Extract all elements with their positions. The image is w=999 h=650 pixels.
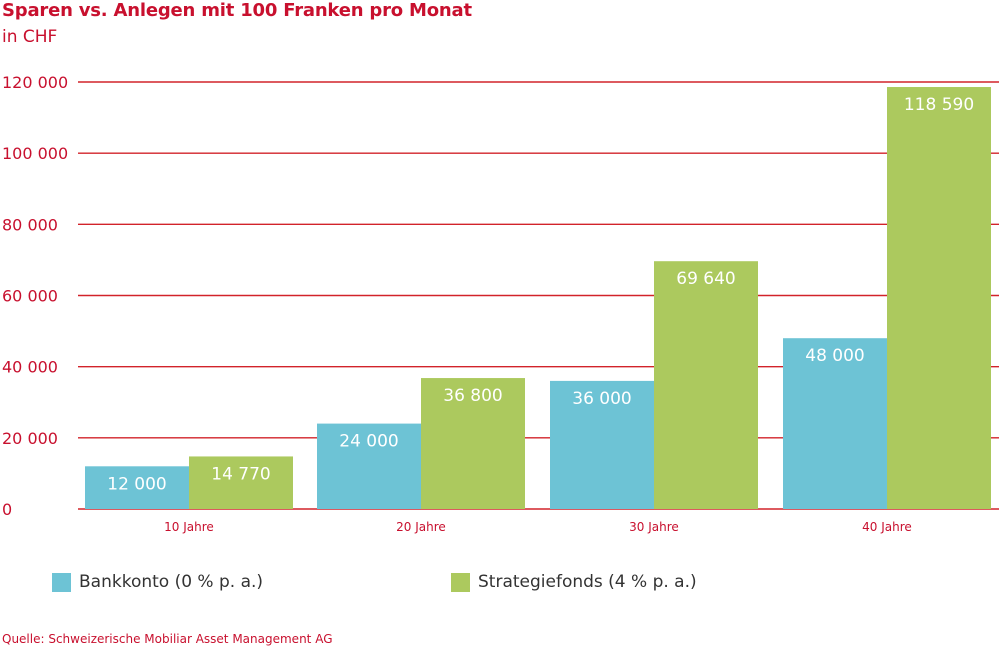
bar-value-label: 48 000 xyxy=(805,346,864,366)
bar-value-label: 14 770 xyxy=(211,464,270,484)
bar-value-label: 36 800 xyxy=(443,386,502,406)
legend-swatch-strategiefonds xyxy=(451,572,470,592)
x-tick-label: 30 Jahre xyxy=(629,520,679,534)
legend-swatch-bankkonto xyxy=(52,572,71,592)
bar-value-label: 69 640 xyxy=(676,269,735,289)
legend-item-strategiefonds: Strategiefonds (4 % p. a.) xyxy=(451,572,697,592)
source-note: Quelle: Schweizerische Mobiliar Asset Ma… xyxy=(2,632,333,646)
y-tick-label: 120 000 xyxy=(2,73,68,92)
legend-label-strategiefonds: Strategiefonds (4 % p. a.) xyxy=(478,572,697,592)
bar-strategiefonds xyxy=(654,261,758,509)
chart-subtitle: in CHF xyxy=(2,27,58,47)
bar-value-label: 12 000 xyxy=(107,474,166,494)
chart-title: Sparen vs. Anlegen mit 100 Franken pro M… xyxy=(2,0,472,21)
y-tick-label: 80 000 xyxy=(2,215,58,234)
y-tick-label: 60 000 xyxy=(2,287,58,306)
y-tick-label: 100 000 xyxy=(2,144,68,163)
bar-strategiefonds xyxy=(887,87,991,510)
bar-value-label: 24 000 xyxy=(339,432,398,452)
bar-value-label: 118 590 xyxy=(904,95,974,115)
bar-bankkonto xyxy=(550,380,654,509)
bar-value-label: 36 000 xyxy=(572,389,631,409)
legend-label-bankkonto: Bankkonto (0 % p. a.) xyxy=(79,572,264,592)
x-tick-label: 10 Jahre xyxy=(164,520,214,534)
y-tick-label: 20 000 xyxy=(2,429,58,448)
bar-bankkonto xyxy=(783,338,887,509)
bar-strategiefonds xyxy=(421,378,525,509)
bar-chart: 0 20 000 40 000 60 000 80 000 100 000 120 000 1… xyxy=(2,73,999,534)
bar-bankkonto xyxy=(85,466,189,509)
x-tick-label: 20 Jahre xyxy=(396,520,446,534)
y-tick-label: 40 000 xyxy=(2,358,58,377)
legend-item-bankkonto: Bankkonto (0 % p. a.) xyxy=(52,572,263,592)
bar-strategiefonds xyxy=(189,456,293,509)
bar-bankkonto xyxy=(317,423,421,509)
y-tick-label: 0 xyxy=(2,500,12,519)
x-tick-label: 40 Jahre xyxy=(862,520,912,534)
